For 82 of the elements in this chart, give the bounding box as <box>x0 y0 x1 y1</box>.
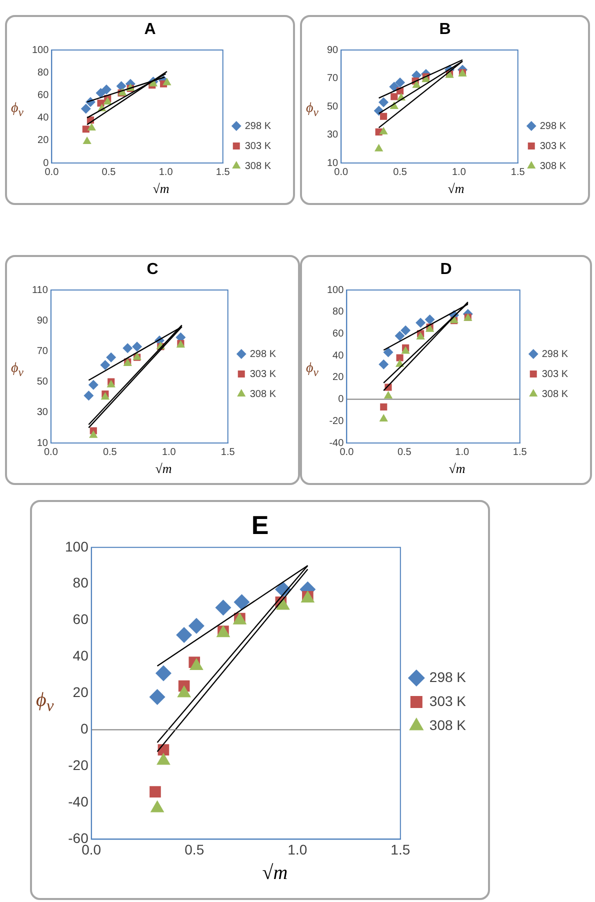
y-tick-label: 60 <box>332 328 344 340</box>
legend-label: 298 K <box>540 120 566 132</box>
legend-label: 298 K <box>429 668 467 685</box>
chart-title: A <box>143 21 157 39</box>
y-tick-label: 90 <box>36 315 48 326</box>
chart-title: C <box>146 261 160 279</box>
y-tick-label: -20 <box>68 757 89 774</box>
y-axis-title: ϕ$_{v}$ <box>306 361 318 379</box>
y-axis-title: ϕ$_{v}$ <box>11 101 24 119</box>
y-tick-label: 60 <box>72 611 89 628</box>
legend-label: 308 K <box>429 716 467 733</box>
y-tick-label: 100 <box>32 44 50 56</box>
y-tick-label: 90 <box>327 44 339 56</box>
x-tick-label: 1.0 <box>452 166 466 178</box>
legend-label: 303 K <box>429 692 467 709</box>
chart-title: B <box>438 21 452 39</box>
chart-title: E <box>251 510 269 540</box>
x-tick-label: 1.0 <box>455 446 470 458</box>
x-tick-label: 1.5 <box>390 841 410 858</box>
y-axis-title: ϕ$_{v}$ <box>306 101 318 119</box>
x-tick-label: 0.0 <box>334 166 349 178</box>
x-tick-label: 0.0 <box>340 446 354 458</box>
y-tick-label: 70 <box>36 346 48 357</box>
y-axis-title: ϕ$_{v}$ <box>11 361 24 379</box>
y-tick-label: 30 <box>327 130 339 140</box>
x-axis-title: √m <box>448 461 466 477</box>
legend-label: 298 K <box>250 348 276 360</box>
y-axis-title: ϕ$_{v}$ <box>36 689 54 716</box>
y-tick-label: 0 <box>80 720 89 737</box>
y-tick-label: 20 <box>72 684 89 700</box>
y-tick-label: 80 <box>332 306 344 318</box>
y-tick-label: 50 <box>327 101 339 112</box>
legend-label: 308 K <box>542 388 568 400</box>
y-tick-label: 100 <box>65 538 89 554</box>
legend-label: 303 K <box>542 368 568 380</box>
y-tick-label: 100 <box>326 284 344 296</box>
y-tick-label: 0 <box>338 394 344 406</box>
x-tick-label: 0.5 <box>184 841 204 858</box>
y-tick-label: 20 <box>332 372 344 384</box>
chart-title: D <box>439 261 453 279</box>
x-tick-label: 1.0 <box>162 446 176 458</box>
legend-label: 303 K <box>244 140 272 152</box>
y-tick-label: 70 <box>327 73 339 84</box>
y-tick-label: 40 <box>72 648 89 664</box>
x-tick-label: 1.5 <box>510 166 526 178</box>
y-tick-label: 80 <box>38 67 50 78</box>
y-tick-label: 80 <box>72 574 89 591</box>
x-tick-label: 1.0 <box>158 166 174 178</box>
x-tick-label: 1.0 <box>288 841 308 858</box>
x-axis-title: √m <box>154 461 173 477</box>
x-tick-label: 0.0 <box>44 446 58 458</box>
y-tick-label: 60 <box>38 90 50 101</box>
y-tick-label: -40 <box>329 438 344 449</box>
y-tick-label: 20 <box>38 135 50 146</box>
x-tick-label: 0.5 <box>102 446 118 458</box>
x-axis-title: √m <box>261 862 289 885</box>
x-tick-label: 0.0 <box>44 166 60 178</box>
x-tick-label: 0.5 <box>102 166 116 178</box>
x-tick-label: 0.5 <box>397 446 412 458</box>
x-axis-title: √m <box>446 181 466 197</box>
x-tick-label: 1.5 <box>220 446 236 458</box>
y-tick-label: 10 <box>327 158 339 169</box>
legend-label: 308 K <box>250 388 276 400</box>
x-tick-label: 1.5 <box>512 446 528 458</box>
y-tick-label: 0 <box>43 158 50 169</box>
legend-label: 303 K <box>540 140 566 152</box>
legend-label: 298 K <box>542 348 568 360</box>
legend-label: 308 K <box>540 160 566 172</box>
y-tick-label: 10 <box>36 438 48 449</box>
legend-label: 308 K <box>244 160 272 172</box>
x-tick-label: 0.5 <box>393 166 408 178</box>
y-tick-label: 40 <box>38 112 50 124</box>
y-tick-label: -40 <box>68 794 89 810</box>
y-tick-label: 40 <box>332 350 344 362</box>
x-axis-title: √m <box>152 181 170 197</box>
y-tick-label: 110 <box>32 284 48 296</box>
y-tick-label: 50 <box>36 376 48 388</box>
legend-label: 298 K <box>244 120 272 132</box>
legend-label: 303 K <box>250 368 276 380</box>
x-tick-label: 1.5 <box>216 166 230 178</box>
y-tick-label: -20 <box>329 416 344 427</box>
y-tick-label: 30 <box>36 407 48 418</box>
